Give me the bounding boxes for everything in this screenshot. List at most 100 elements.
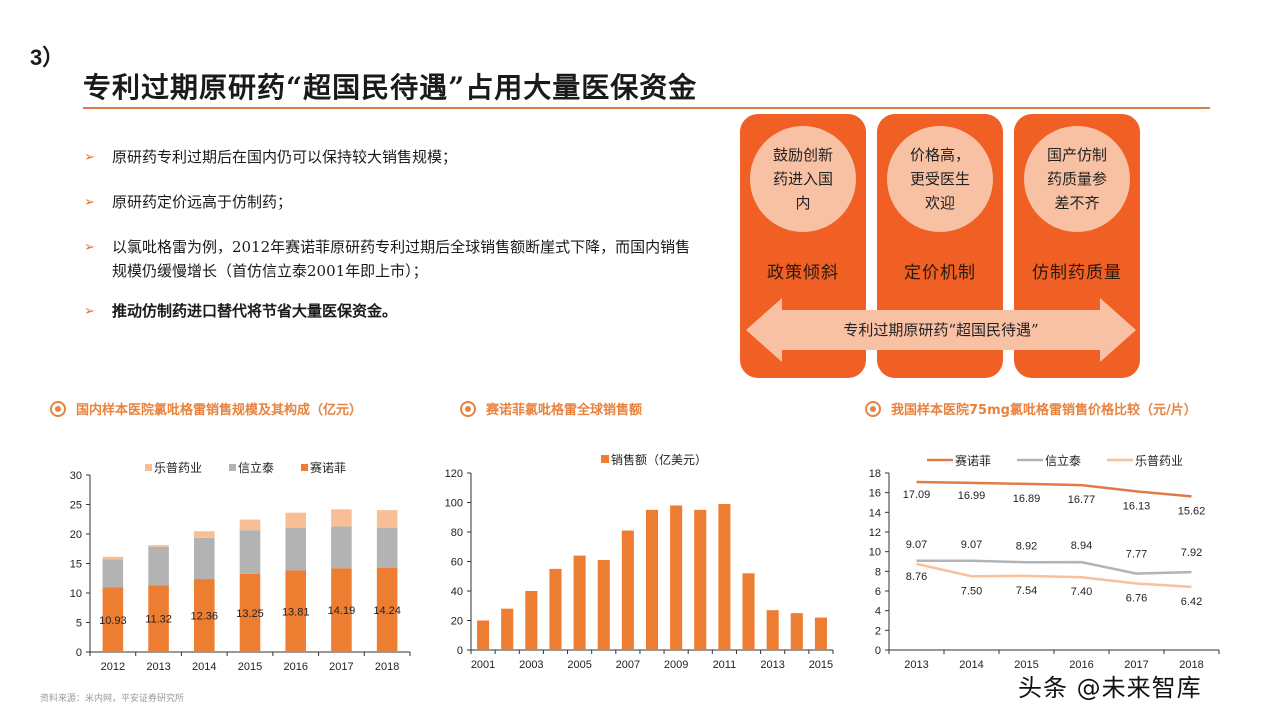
- svg-text:16.89: 16.89: [1013, 493, 1041, 505]
- arrow-bullet-icon: ➢: [84, 195, 95, 210]
- chart1-title: 国内样本医院氯吡格雷销售规模及其构成（亿元）: [50, 399, 362, 418]
- bullet-item: ➢ 以氯吡格雷为例，2012年赛诺菲原研药专利过期后全球销售额断崖式下降，而国内…: [84, 235, 704, 283]
- svg-text:信立泰: 信立泰: [238, 460, 274, 475]
- svg-text:7.92: 7.92: [1181, 547, 1202, 559]
- chart3-title: 我国样本医院75mg氯吡格雷销售价格比较（元/片）: [865, 399, 1197, 418]
- svg-text:0: 0: [457, 645, 463, 657]
- svg-text:16.77: 16.77: [1068, 494, 1096, 506]
- price-comparison-line-chart: 赛诺菲 信立泰 乐普药业 0 2 4 6 8 10 12 14 16 18 17.09 16.99 16.89…: [850, 445, 1230, 680]
- diagram-column-label: 定价机制: [904, 263, 976, 283]
- arrow-bullet-icon: ➢: [84, 240, 95, 255]
- svg-text:20: 20: [451, 616, 463, 628]
- svg-text:14: 14: [869, 507, 881, 519]
- svg-text:2003: 2003: [519, 659, 543, 671]
- svg-text:7.50: 7.50: [961, 585, 982, 597]
- diagram-circle: 国产仿制药质量参差不齐: [1024, 126, 1130, 232]
- arrow-bullet-icon: ➢: [84, 150, 95, 165]
- svg-text:8.92: 8.92: [1016, 540, 1037, 552]
- svg-text:13.25: 13.25: [236, 608, 264, 620]
- svg-text:2018: 2018: [1179, 659, 1203, 671]
- svg-text:8.94: 8.94: [1071, 540, 1092, 552]
- svg-text:2015: 2015: [1014, 659, 1038, 671]
- svg-text:60: 60: [451, 557, 463, 569]
- bullet-item: ➢ 原研药定价远高于仿制药；: [84, 190, 704, 215]
- svg-text:9.07: 9.07: [906, 539, 927, 551]
- svg-text:15.62: 15.62: [1178, 505, 1206, 517]
- svg-text:2: 2: [875, 625, 881, 637]
- svg-text:25: 25: [70, 500, 82, 512]
- svg-text:18: 18: [869, 468, 881, 480]
- svg-text:12: 12: [869, 527, 881, 539]
- svg-text:2017: 2017: [1124, 659, 1148, 671]
- svg-text:2013: 2013: [760, 659, 784, 671]
- page-title: 专利过期原研药“超国民待遇”占用大量医保资金: [83, 71, 698, 104]
- chart1-svg: 乐普药业 信立泰 赛诺菲 0 5 10 15 20 25 30 10.93 2012 11.32 2013…: [70, 460, 411, 673]
- svg-text:2013: 2013: [146, 661, 170, 673]
- double-arrow-banner: 专利过期原研药“超国民待遇”: [746, 298, 1136, 362]
- svg-text:2017: 2017: [329, 661, 353, 673]
- factor-diagram: 鼓励创新药进入国内 政策倾斜 价格高，更受医生欢迎 定价机制 国产仿制药质量参差…: [740, 114, 1142, 378]
- svg-text:2014: 2014: [959, 659, 983, 671]
- svg-text:2016: 2016: [1069, 659, 1093, 671]
- svg-text:80: 80: [451, 527, 463, 539]
- section-number: 3）: [30, 45, 65, 70]
- svg-text:14.19: 14.19: [328, 605, 356, 617]
- target-bullet-icon: [865, 400, 881, 417]
- svg-text:6: 6: [875, 586, 881, 598]
- svg-text:2009: 2009: [664, 659, 688, 671]
- svg-text:2011: 2011: [713, 659, 737, 671]
- svg-text:17.09: 17.09: [903, 489, 931, 501]
- global-sales-bar-chart: 销售额（亿美元） 0 20 40 60 80 100 120 2001 2003 2005 2007 2…: [430, 445, 850, 680]
- svg-text:7.40: 7.40: [1071, 586, 1092, 598]
- svg-text:8: 8: [875, 566, 881, 578]
- domestic-sales-stacked-bar-chart: 乐普药业 信立泰 赛诺菲 0 5 10 15 20 25 30 10.93 2012 11.32 2013…: [40, 455, 420, 680]
- diagram-column-label: 仿制药质量: [1032, 263, 1122, 283]
- chart3-title-text: 我国样本医院75mg氯吡格雷销售价格比较（元/片）: [891, 403, 1197, 418]
- chart2-svg: 销售额（亿美元） 0 20 40 60 80 100 120 2001 2003 2005 2007 2…: [445, 452, 834, 671]
- svg-text:10: 10: [70, 588, 82, 600]
- svg-text:信立泰: 信立泰: [1045, 453, 1081, 468]
- watermark: 头条 @未来智库: [1018, 674, 1202, 702]
- svg-text:100: 100: [445, 498, 463, 510]
- bullet-text: 以氯吡格雷为例，2012年赛诺菲原研药专利过期后全球销售额断崖式下降，而国内销售…: [112, 238, 691, 280]
- svg-text:16: 16: [869, 488, 881, 500]
- chart3-svg: 赛诺菲 信立泰 乐普药业 0 2 4 6 8 10 12 14 16 18 17.09 16.99 16.89…: [869, 453, 1220, 671]
- svg-text:2014: 2014: [192, 661, 216, 673]
- svg-text:2015: 2015: [809, 659, 833, 671]
- svg-text:30: 30: [70, 470, 82, 482]
- svg-text:乐普药业: 乐普药业: [154, 461, 202, 475]
- source-note: 资料来源：米内网，平安证券研究所: [40, 694, 185, 704]
- svg-text:12.36: 12.36: [191, 611, 219, 623]
- svg-text:16.99: 16.99: [958, 490, 986, 502]
- svg-text:40: 40: [451, 586, 463, 598]
- svg-text:0: 0: [875, 645, 881, 657]
- svg-text:4: 4: [875, 606, 881, 618]
- svg-text:11.32: 11.32: [145, 614, 172, 626]
- svg-text:6.76: 6.76: [1126, 593, 1147, 605]
- target-bullet-icon: [50, 400, 66, 417]
- svg-text:8.76: 8.76: [906, 571, 927, 583]
- svg-text:2013: 2013: [904, 659, 928, 671]
- chart2-title-text: 赛诺菲氯吡格雷全球销售额: [486, 403, 643, 418]
- double-arrow-icon: [746, 298, 1136, 362]
- bullet-text: 原研药定价远高于仿制药；: [112, 193, 293, 211]
- svg-text:10: 10: [869, 547, 881, 559]
- svg-text:乐普药业: 乐普药业: [1135, 454, 1183, 468]
- svg-text:10.93: 10.93: [99, 615, 127, 627]
- svg-text:2018: 2018: [375, 661, 399, 673]
- chart1-title-text: 国内样本医院氯吡格雷销售规模及其构成（亿元）: [76, 403, 363, 418]
- svg-text:销售额（亿美元）: 销售额（亿美元）: [611, 452, 707, 467]
- diagram-circle: 鼓励创新药进入国内: [750, 126, 856, 232]
- svg-text:5: 5: [76, 618, 82, 630]
- svg-text:2015: 2015: [238, 661, 262, 673]
- svg-text:7.77: 7.77: [1126, 549, 1147, 561]
- svg-text:9.07: 9.07: [961, 539, 982, 551]
- svg-text:6.42: 6.42: [1181, 596, 1202, 608]
- svg-text:2005: 2005: [567, 659, 591, 671]
- target-bullet-icon: [460, 400, 476, 417]
- chart2-title: 赛诺菲氯吡格雷全球销售额: [460, 399, 642, 418]
- svg-text:赛诺菲: 赛诺菲: [955, 453, 991, 468]
- bullet-item: ➢ 原研药专利过期后在国内仍可以保持较大销售规模；: [84, 145, 704, 170]
- svg-text:0: 0: [76, 647, 82, 659]
- svg-text:赛诺菲: 赛诺菲: [310, 460, 346, 475]
